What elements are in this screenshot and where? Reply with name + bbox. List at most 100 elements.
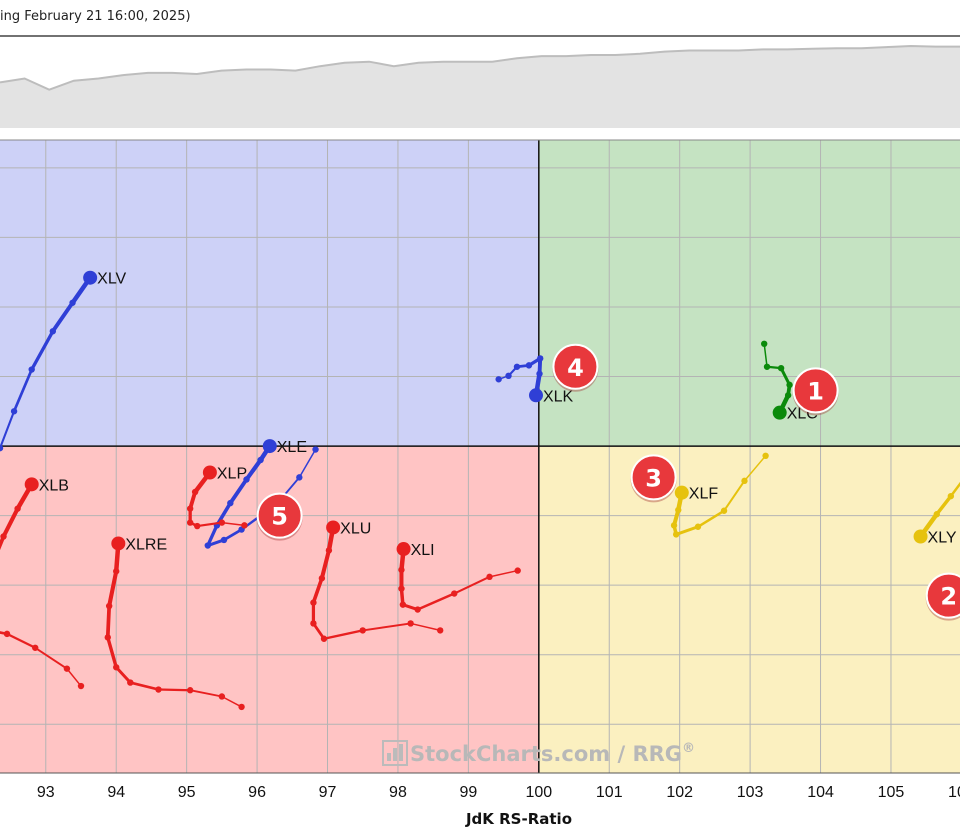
tail-point — [296, 474, 303, 481]
symbol-label: XLI — [411, 542, 435, 559]
tail-point — [3, 630, 11, 638]
badge-number: 5 — [271, 503, 288, 531]
tail-point — [694, 523, 702, 530]
head-point — [528, 388, 543, 403]
badge: 5 — [256, 492, 303, 541]
tail-point — [0, 533, 7, 540]
x-tick-label: 103 — [737, 784, 764, 801]
symbol-label: XLF — [689, 486, 719, 503]
tail-segment — [674, 525, 700, 536]
badge: 2 — [925, 572, 960, 621]
tail-segment — [244, 457, 263, 482]
tail-point — [675, 506, 682, 514]
tail-segment — [34, 646, 68, 670]
tail-point — [241, 522, 248, 529]
tail-point — [14, 505, 21, 512]
tail-point — [113, 568, 120, 575]
tail-point — [204, 542, 211, 549]
header-caption: ing February 21 16:00, 2025) — [0, 9, 191, 24]
tail-point — [399, 601, 407, 608]
strip-line — [0, 44, 960, 91]
tail-point — [398, 585, 405, 592]
head-point — [24, 477, 39, 492]
tail-segment — [157, 688, 192, 692]
tail-segment — [322, 629, 364, 640]
tail-point — [786, 381, 793, 389]
symbol-label: XLV — [97, 271, 126, 288]
tail-segment — [416, 592, 456, 611]
tail-xli: XLI — [396, 542, 521, 613]
tail-segment — [106, 635, 118, 669]
x-tick-label: 104 — [807, 784, 834, 801]
strip-gap — [0, 128, 960, 140]
svg-text:StockCharts.com / RRG®: StockCharts.com / RRG® — [410, 741, 695, 766]
tail-point — [505, 372, 512, 380]
tail-point — [0, 444, 4, 452]
head-point — [674, 485, 689, 500]
tail-point — [359, 627, 366, 634]
tail-point — [513, 363, 521, 370]
tail-point — [227, 499, 234, 507]
tail-point — [243, 476, 250, 483]
x-tick-label: 96 — [248, 784, 266, 801]
plot-area: StockCharts.com / RRG® XLCXLKXLVXLEXLFXL… — [0, 139, 960, 774]
tail-segment — [361, 622, 412, 632]
x-tick-label: 98 — [389, 784, 407, 801]
head-point — [111, 536, 126, 551]
x-tick-label: 97 — [319, 784, 337, 801]
watermark-mark: ® — [682, 741, 695, 756]
tail-point — [777, 364, 785, 372]
tail-point — [947, 492, 955, 500]
badge-circle — [925, 572, 960, 619]
tail-segment — [128, 681, 160, 691]
head-point — [83, 270, 98, 285]
symbol-label: XLK — [543, 388, 574, 405]
x-tick-label: 100 — [525, 784, 552, 801]
tail-point — [186, 505, 194, 512]
badge-number: 2 — [940, 583, 957, 611]
tail-segment — [30, 329, 55, 372]
tail-point — [451, 590, 458, 597]
tail-segment — [763, 343, 768, 368]
tail-segment — [66, 667, 82, 687]
badge: 4 — [552, 343, 599, 392]
head-point — [202, 465, 217, 480]
tail-point — [69, 299, 76, 306]
tail-point — [407, 620, 414, 627]
badge: 1 — [792, 367, 839, 416]
tail-segment — [409, 622, 441, 632]
badge-number: 4 — [567, 354, 584, 382]
x-tick-label: 101 — [596, 784, 623, 801]
tail-point — [536, 370, 543, 377]
tail-xly: XLY — [913, 481, 960, 546]
symbol-label: XLRE — [125, 536, 167, 553]
watermark-product: RRG — [632, 742, 682, 766]
symbol-label: XLP — [217, 465, 247, 482]
badge-circle — [630, 454, 677, 501]
x-tick-label: 94 — [107, 784, 125, 801]
quadrant-leading — [538, 140, 960, 447]
tail-point — [414, 606, 421, 613]
head-point — [772, 405, 787, 420]
tail-segment — [105, 604, 112, 640]
tail-segment — [743, 455, 767, 482]
tail-point — [257, 456, 264, 464]
tail-segment — [5, 632, 37, 649]
tail-point — [194, 522, 201, 530]
x-tick-label: 105 — [878, 784, 905, 801]
tail-point — [186, 687, 194, 694]
tail-segment — [222, 528, 243, 542]
tail-xlk: XLK — [495, 355, 574, 405]
x-axis-ticks: 93 94 95 96 97 98 99 100 101 102 103 104 105 105 — [37, 784, 960, 801]
x-tick-label: 93 — [37, 784, 55, 801]
tail-segment — [696, 509, 726, 529]
tail-point — [155, 686, 162, 693]
badge-circle — [792, 367, 839, 414]
tail-point — [238, 703, 245, 711]
tail-point — [310, 599, 317, 606]
tail-point — [312, 446, 319, 453]
tail-segment — [107, 569, 119, 609]
tail-point — [105, 602, 113, 610]
symbol-label: XLU — [340, 520, 371, 537]
